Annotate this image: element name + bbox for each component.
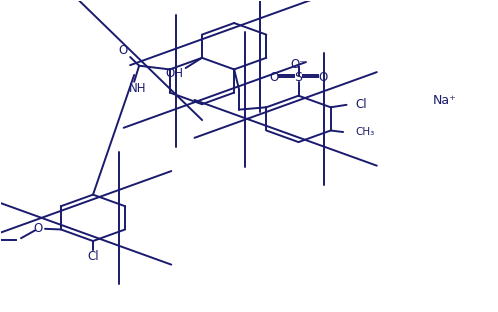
Text: NH: NH bbox=[128, 82, 146, 95]
Text: CH₃: CH₃ bbox=[356, 127, 374, 137]
Text: OH: OH bbox=[166, 67, 184, 80]
Text: O: O bbox=[269, 71, 278, 84]
Text: O: O bbox=[118, 44, 127, 57]
Text: O: O bbox=[319, 71, 328, 84]
Text: S: S bbox=[294, 71, 302, 84]
Text: O⁻: O⁻ bbox=[291, 58, 306, 71]
Text: O: O bbox=[33, 222, 43, 235]
Text: Cl: Cl bbox=[356, 98, 367, 111]
Text: Na⁺: Na⁺ bbox=[433, 94, 457, 107]
Text: Cl: Cl bbox=[87, 250, 99, 263]
